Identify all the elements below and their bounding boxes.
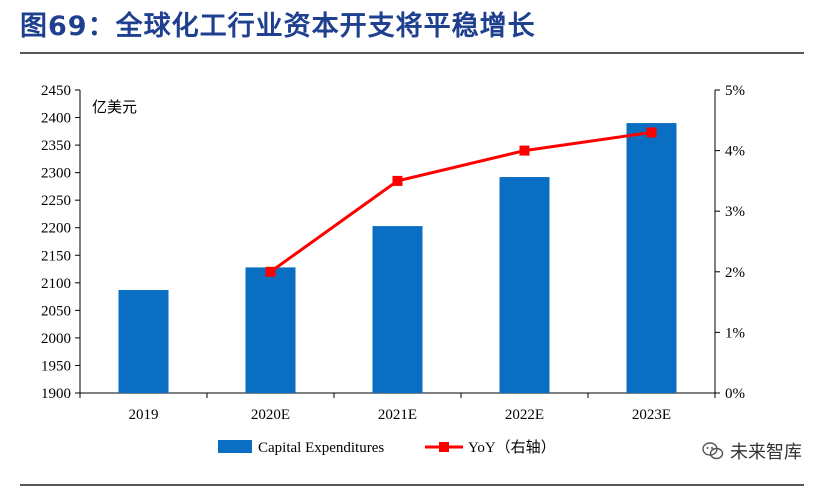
page-title: 图69：全球化工行业资本开支将平稳增长 xyxy=(20,11,536,42)
left-tick-label: 2200 xyxy=(41,221,71,237)
bar-2019 xyxy=(118,289,169,393)
x-tick-label: 2020E xyxy=(251,407,290,423)
wechat-icon xyxy=(702,442,724,460)
left-axis-unit: 亿美元 xyxy=(92,98,137,116)
x-tick-label: 2022E xyxy=(505,407,544,423)
legend-bar-label: Capital Expenditures xyxy=(258,440,384,456)
right-tick-label: 3% xyxy=(725,204,745,220)
bar-2020E xyxy=(245,267,296,393)
yoy-point-2021E xyxy=(392,175,403,186)
left-tick-label: 2050 xyxy=(41,303,71,319)
left-tick-label: 2150 xyxy=(41,248,71,264)
left-tick-label: 2000 xyxy=(41,331,71,347)
x-tick-label: 2023E xyxy=(632,407,671,423)
bar-2023E xyxy=(626,123,677,394)
left-tick-label: 2250 xyxy=(41,193,71,209)
right-tick-label: 2% xyxy=(725,265,745,281)
yoy-line xyxy=(269,130,652,274)
bar-2021E xyxy=(372,226,423,393)
left-tick-label: 1950 xyxy=(41,358,71,374)
legend-line-marker xyxy=(439,442,449,452)
right-tick-label: 4% xyxy=(725,144,745,160)
title-divider xyxy=(20,52,804,54)
legend-line-label: YoY（右轴） xyxy=(468,439,556,456)
watermark: 未来智库 xyxy=(702,438,802,464)
yoy-point-2023E xyxy=(646,127,657,138)
left-tick-label: 1900 xyxy=(41,386,71,402)
right-tick-label: 0% xyxy=(725,386,745,402)
x-tick-label: 2019 xyxy=(129,407,159,423)
left-tick-label: 2300 xyxy=(41,166,71,182)
watermark-text: 未来智库 xyxy=(730,442,802,463)
right-tick-label: 1% xyxy=(725,325,745,341)
left-tick-label: 2400 xyxy=(41,111,71,127)
bottom-divider xyxy=(20,484,804,486)
x-tick-label: 2021E xyxy=(378,407,417,423)
legend-bar-swatch xyxy=(218,440,252,453)
left-tick-label: 2100 xyxy=(41,276,71,292)
left-tick-label: 2350 xyxy=(41,138,71,154)
left-tick-label: 2450 xyxy=(41,83,71,99)
bar-2022E xyxy=(499,177,550,393)
yoy-point-2020E xyxy=(265,266,276,277)
yoy-point-2022E xyxy=(519,145,530,156)
right-tick-label: 5% xyxy=(725,83,745,99)
